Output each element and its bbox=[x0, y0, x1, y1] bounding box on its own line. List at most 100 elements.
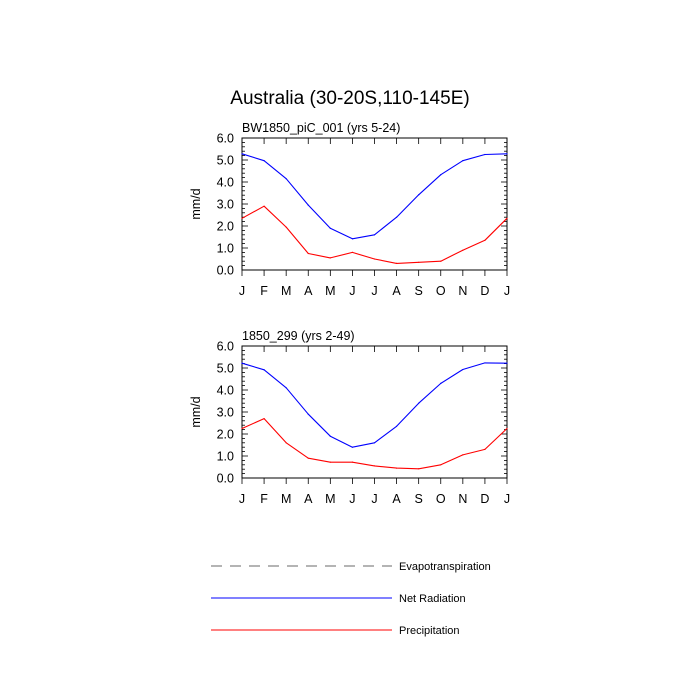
x-tick-label: A bbox=[304, 284, 313, 298]
x-tick-label: D bbox=[480, 284, 489, 298]
y-tick-label: 4.0 bbox=[217, 384, 234, 398]
chart-panel-1: BW1850_piC_001 (yrs 5-24) mm/d 0.0 1.0 2.0 3.… bbox=[189, 121, 510, 298]
legend-label-net-radiation: Net Radiation bbox=[399, 593, 466, 605]
y-tick-label: 3.0 bbox=[217, 406, 234, 420]
series-line-net-radiation bbox=[241, 362, 508, 448]
data-point-net-radiation bbox=[395, 216, 398, 218]
x-tick-label: A bbox=[392, 284, 401, 298]
data-point-net-radiation bbox=[418, 402, 420, 404]
data-point-precipitation bbox=[307, 457, 309, 459]
x-tick-label: J bbox=[504, 284, 510, 298]
plot-frame bbox=[241, 345, 508, 479]
y-tick-label: 2.0 bbox=[217, 428, 234, 442]
data-point-precipitation bbox=[373, 258, 376, 260]
data-point-precipitation bbox=[329, 257, 331, 259]
panel-subtitle: 1850_299 (yrs 2-49) bbox=[242, 329, 355, 343]
data-point-net-radiation bbox=[241, 153, 243, 155]
panel-subtitle: BW1850_piC_001 (yrs 5-24) bbox=[242, 121, 400, 135]
data-point-net-radiation bbox=[285, 178, 287, 180]
legend-label-evapotranspiration: Evapotranspiration bbox=[399, 561, 491, 573]
data-point-precipitation bbox=[484, 448, 486, 450]
y-tick-label: 5.0 bbox=[217, 362, 234, 376]
x-tick-label: S bbox=[414, 284, 422, 298]
y-axis-label: mm/d bbox=[189, 396, 203, 427]
figure-title: Australia (30-20S,110-145E) bbox=[230, 88, 469, 109]
data-point-net-radiation bbox=[351, 446, 354, 448]
x-tick-label: J bbox=[349, 492, 355, 506]
x-tick-label: M bbox=[325, 284, 335, 298]
data-point-precipitation bbox=[307, 252, 309, 255]
series-line-precipitation bbox=[241, 418, 508, 470]
data-point-net-radiation bbox=[506, 362, 508, 364]
data-point-net-radiation bbox=[241, 362, 243, 364]
y-tick-label: 6.0 bbox=[217, 132, 234, 146]
x-tick-label: O bbox=[436, 492, 446, 506]
data-point-precipitation bbox=[418, 261, 420, 263]
y-tick-label: 3.0 bbox=[217, 198, 234, 212]
data-point-precipitation bbox=[462, 454, 464, 456]
data-point-precipitation bbox=[351, 251, 354, 253]
data-point-precipitation bbox=[395, 467, 398, 469]
x-tick-label: J bbox=[349, 284, 355, 298]
chart-panel-2: 1850_299 (yrs 2-49) mm/d 0.0 1.0 2.0 3.0 4.0 5.… bbox=[189, 329, 510, 506]
data-point-net-radiation bbox=[307, 413, 309, 415]
series-line-net-radiation bbox=[241, 153, 508, 240]
legend-label-precipitation: Precipitation bbox=[399, 625, 460, 637]
data-point-precipitation bbox=[263, 205, 265, 207]
data-point-net-radiation bbox=[307, 204, 309, 206]
y-tick-label: 2.0 bbox=[217, 220, 234, 234]
y-tick-label: 5.0 bbox=[217, 154, 234, 168]
data-point-precipitation bbox=[373, 465, 376, 467]
x-tick-label: A bbox=[304, 492, 313, 506]
y-tick-label: 0.0 bbox=[217, 472, 234, 486]
y-tick-label: 4.0 bbox=[217, 176, 234, 190]
y-tick-label: 0.0 bbox=[217, 264, 234, 278]
x-tick-label: D bbox=[480, 492, 489, 506]
data-point-precipitation bbox=[462, 249, 464, 251]
x-tick-label: A bbox=[392, 492, 401, 506]
x-tick-label: M bbox=[325, 492, 335, 506]
data-point-precipitation bbox=[484, 239, 486, 241]
x-tick-label: N bbox=[458, 492, 467, 506]
data-point-precipitation bbox=[395, 262, 398, 264]
data-point-net-radiation bbox=[484, 362, 486, 364]
data-point-precipitation bbox=[418, 468, 420, 470]
data-point-net-radiation bbox=[263, 369, 265, 371]
data-point-precipitation bbox=[440, 260, 442, 262]
y-axis-label: mm/d bbox=[189, 188, 203, 219]
data-point-net-radiation bbox=[440, 174, 442, 176]
data-point-net-radiation bbox=[351, 238, 354, 240]
data-point-precipitation bbox=[241, 217, 243, 219]
data-point-net-radiation bbox=[506, 153, 508, 155]
x-tick-label: J bbox=[371, 284, 377, 298]
data-point-net-radiation bbox=[373, 442, 376, 444]
data-point-net-radiation bbox=[440, 382, 442, 384]
x-tick-label: F bbox=[260, 284, 268, 298]
data-point-net-radiation bbox=[484, 153, 486, 156]
data-point-net-radiation bbox=[285, 387, 287, 389]
plot-frame bbox=[241, 137, 508, 271]
data-point-net-radiation bbox=[329, 227, 331, 229]
x-tick-label: O bbox=[436, 284, 446, 298]
data-point-net-radiation bbox=[329, 435, 331, 437]
data-point-precipitation bbox=[506, 217, 508, 219]
data-point-precipitation bbox=[263, 418, 265, 420]
data-point-net-radiation bbox=[418, 194, 420, 196]
data-point-net-radiation bbox=[462, 160, 464, 162]
data-point-precipitation bbox=[285, 442, 287, 444]
x-tick-label: J bbox=[239, 284, 245, 298]
x-tick-label: N bbox=[458, 284, 467, 298]
x-tick-label: J bbox=[504, 492, 510, 506]
x-tick-label: M bbox=[281, 492, 291, 506]
x-tick-label: J bbox=[239, 492, 245, 506]
data-point-precipitation bbox=[241, 427, 243, 430]
x-tick-label: J bbox=[371, 492, 377, 506]
y-tick-label: 1.0 bbox=[217, 242, 234, 256]
data-point-net-radiation bbox=[373, 234, 376, 236]
data-point-net-radiation bbox=[263, 160, 265, 162]
x-tick-label: F bbox=[260, 492, 268, 506]
x-tick-label: M bbox=[281, 284, 291, 298]
data-point-precipitation bbox=[329, 461, 331, 463]
y-tick-label: 6.0 bbox=[217, 340, 234, 354]
